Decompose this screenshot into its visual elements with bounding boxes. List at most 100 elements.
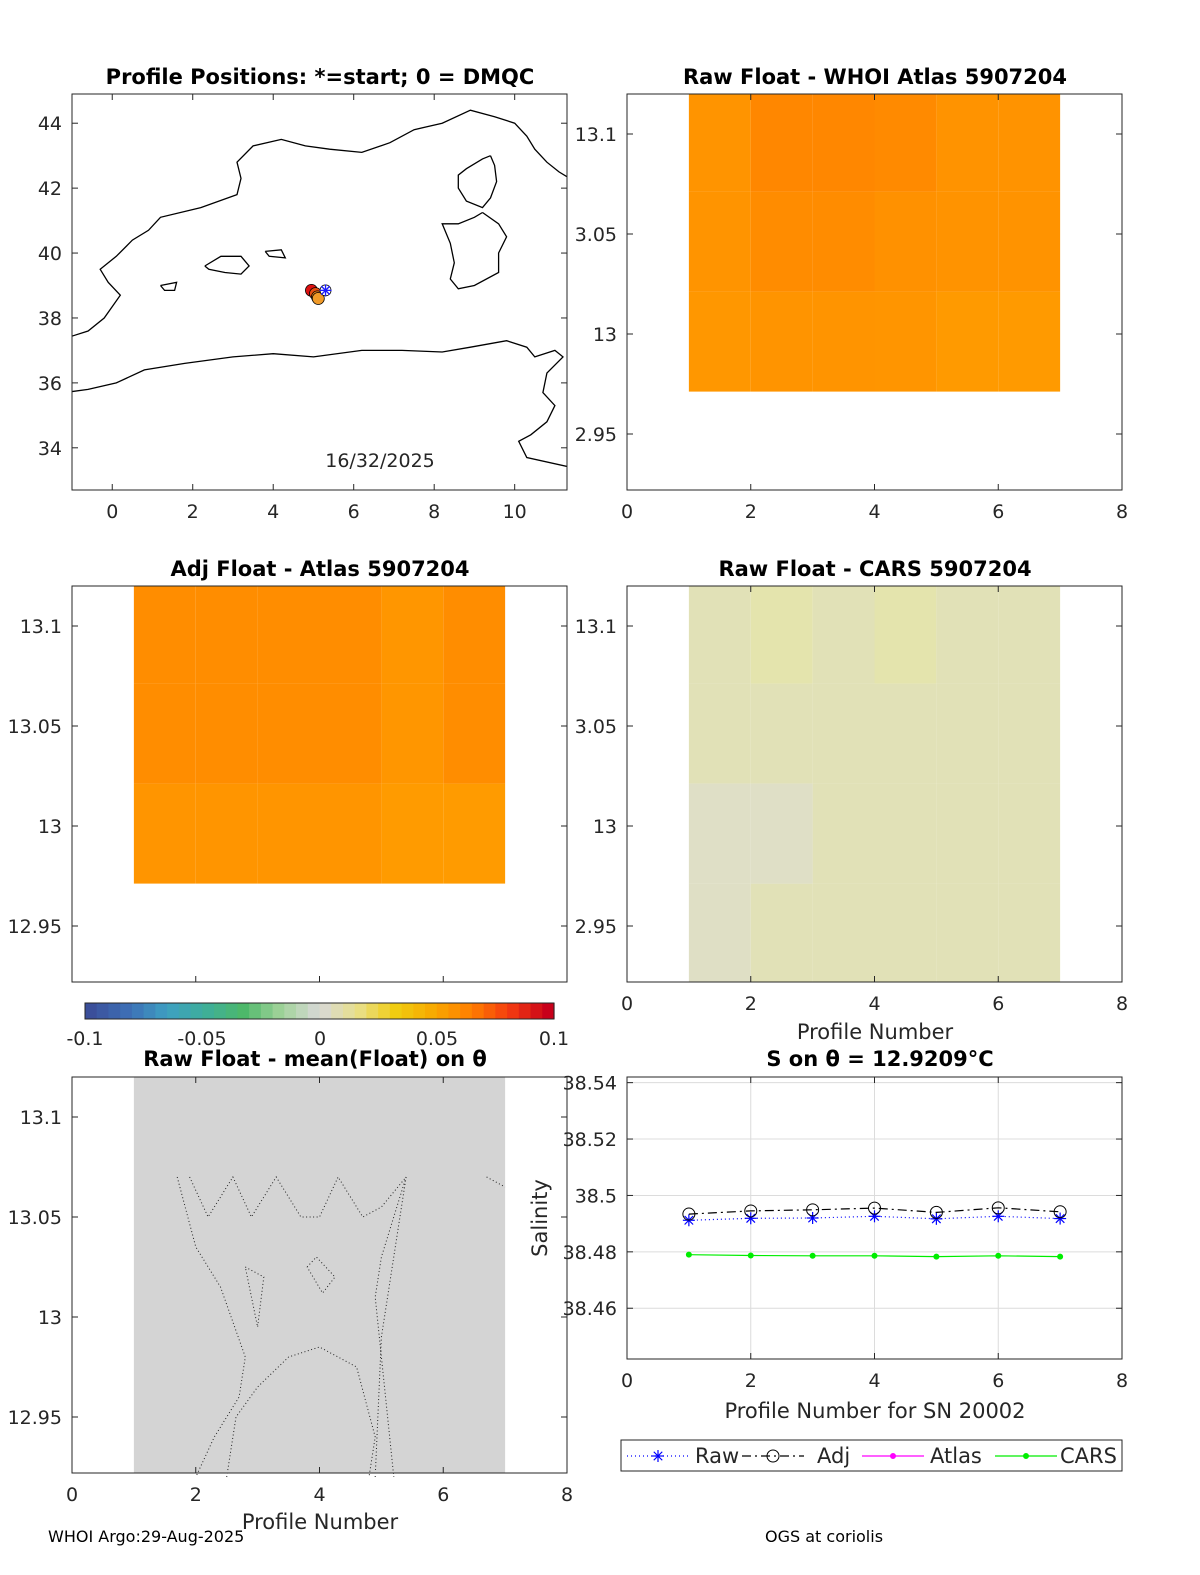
heatmap-cell [319,586,382,684]
x-tick-label: 0 [106,501,118,523]
data-point-dot [1023,1453,1029,1459]
heatmap-cell [750,883,813,982]
x-tick-label: 8 [1116,501,1128,523]
y-tick-label: 3.05 [575,224,617,246]
heatmap-cell [381,783,444,884]
coastline-ibiza [160,281,178,292]
x-tick-label: 6 [437,1484,449,1506]
start-asterisk-marker [319,284,332,297]
y-tick-label: 13 [593,324,617,346]
heatmap-cell [936,94,999,192]
contour-line [374,1176,407,1478]
colorbar-segment [272,1003,285,1019]
colorbar-segment [518,1003,532,1019]
colorbar-segment [307,1003,321,1019]
colorbar-segment [143,1003,156,1019]
data-point-raw [1054,1212,1067,1225]
map-date-annotation: 16/32/2025 [325,450,435,472]
contour-line [486,1176,506,1188]
y-tick-label: 13.05 [8,1207,62,1229]
heatmap-cell [133,683,196,784]
heatmap-cell [812,783,875,884]
coastline-mallorca [204,255,250,275]
coastlines [72,109,567,468]
heatmap-cell [381,586,444,684]
colorbar-segment [131,1003,145,1019]
asterisk-stroke [746,1213,756,1223]
heatmap-cell [443,586,506,684]
data-point-adj [744,1204,758,1218]
y-tick-label: 36 [38,373,62,395]
profile-position-marker [311,292,325,305]
heatmap-cell [257,683,320,784]
colorbar-segment [237,1003,250,1019]
y-tick-label: 38.48 [563,1242,617,1264]
colorbar-tick-label: 0 [314,1028,326,1050]
colorbar-segment [202,1003,215,1019]
heatmap-cell [688,291,751,392]
y-tick-label: 13.1 [575,616,617,638]
heatmap-cell [874,291,937,392]
heatmap-cell [936,883,999,982]
heatmap-cell [874,586,937,684]
x-tick-label: 4 [313,1484,325,1506]
y-tick-label: 13.1 [20,1107,62,1129]
map-title: Profile Positions: *=start; 0 = DMQC [106,65,535,89]
heatmap-cell [998,883,1061,982]
heatmap-cell [195,783,258,884]
colorbar [84,1002,555,1020]
heatmap-cell [750,783,813,884]
data-point-adj [1053,1205,1067,1219]
data-point-dot [871,1252,878,1259]
y-tick-label: 38 [38,308,62,330]
colorbar-segment [425,1003,438,1019]
heatmap-cell [195,683,258,784]
anomaly-field [133,1077,506,1473]
raw-atlas-title: Raw Float - WHOI Atlas 5907204 [683,65,1067,89]
heatmap-cell [874,94,937,192]
colorbar-segment [319,1003,332,1019]
colorbar-segment [436,1003,450,1019]
x-tick-label: 6 [348,501,360,523]
x-tick-label: 0 [621,501,633,523]
y-tick-label: 38.54 [563,1073,617,1095]
data-point-dot [933,1253,940,1260]
data-point-adj [682,1207,696,1221]
colorbar-tick-label: -0.1 [66,1028,103,1050]
colorbar-segment [542,1003,555,1019]
coastline-north [72,109,567,337]
series-cars [685,1251,1064,1260]
colorbar-segment [96,1003,110,1019]
y-tick-label: 13 [38,1307,62,1329]
y-tick-label: 42 [38,178,62,200]
raw-cars-xlabel: Profile Number [797,1020,954,1044]
colorbar-segment [460,1003,473,1019]
y-tick-label: 3.05 [575,716,617,738]
heatmap-cell [688,683,751,784]
data-point-dot [995,1252,1002,1259]
x-tick-label: 4 [868,501,880,523]
y-tick-label: 13.1 [575,124,617,146]
salinity-panel: 0 2 4 6 8 38.46 38.48 38.5 38.52 38.54 [563,1073,1128,1392]
heatmap-cell [319,683,382,784]
x-tick-label: 6 [992,501,1004,523]
contour-line [226,1346,376,1478]
heatmap-cell [998,683,1061,784]
heatmap-cell [998,94,1061,192]
heatmap-cell [319,783,382,884]
raw-cars-panel: 0 2 4 6 8 2.95 13 3.05 13.1 [575,585,1128,1015]
heatmap-cell [874,683,937,784]
data-point-dot [890,1453,896,1459]
data-point-adj [929,1205,943,1219]
colorbar-segment [108,1003,121,1019]
data-point-raw [744,1212,757,1225]
y-tick-label: 2.95 [575,424,617,446]
heatmap-cell [688,94,751,192]
data-point-adj [766,1449,780,1463]
colorbar-segment [507,1003,520,1019]
x-tick-label: 0 [621,1370,633,1392]
heatmap-cell [381,683,444,784]
colorbar-segment [284,1003,297,1019]
colorbar-segment [225,1003,239,1019]
